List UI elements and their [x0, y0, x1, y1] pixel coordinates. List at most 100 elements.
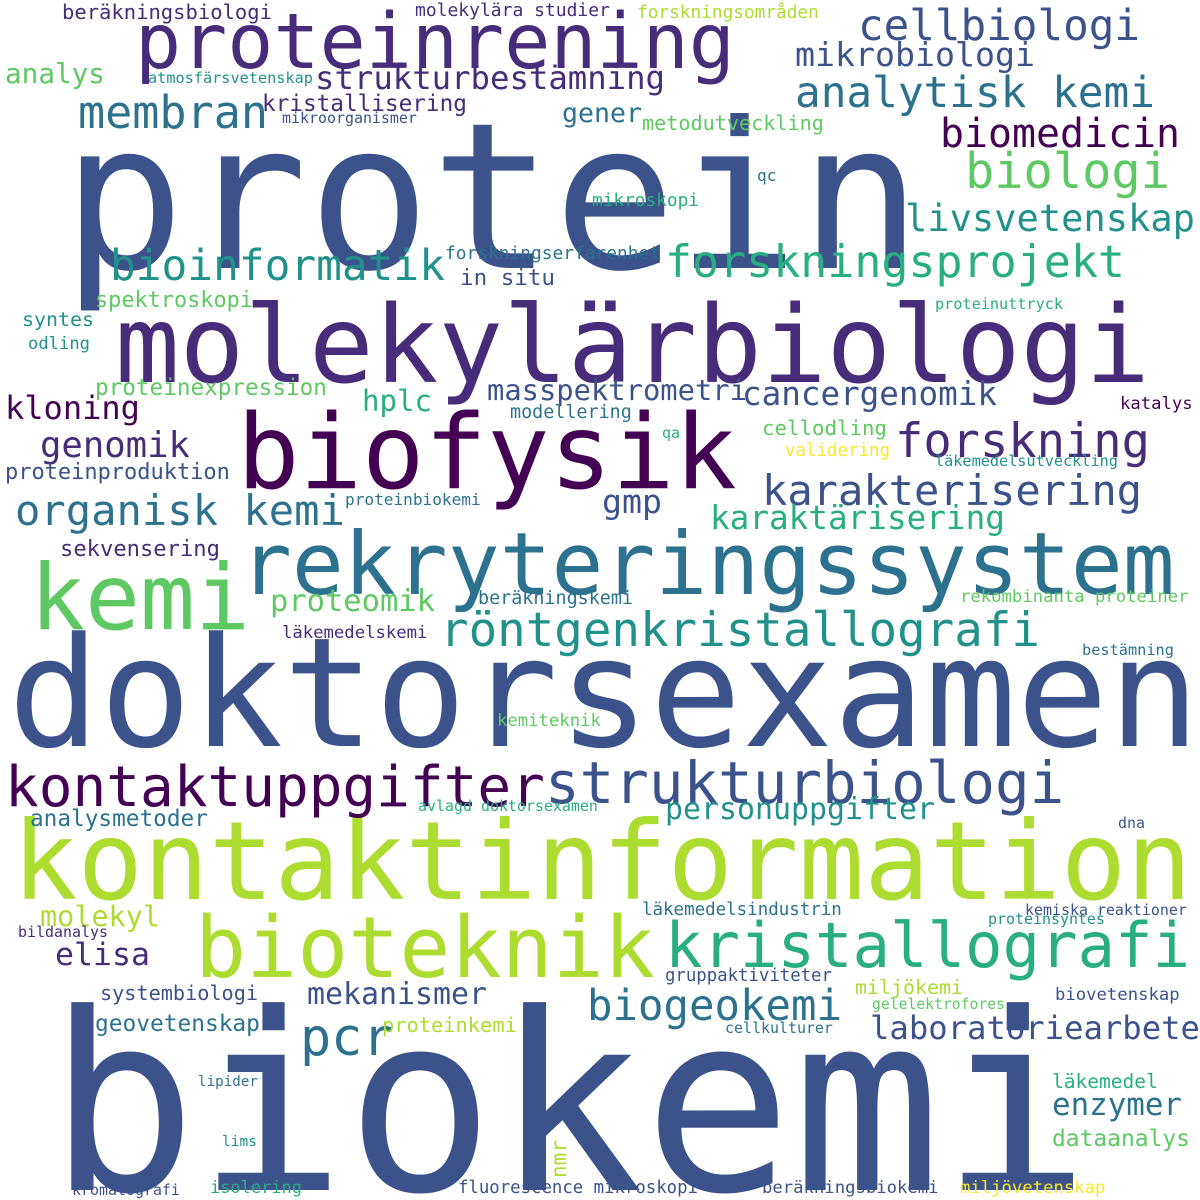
- word-kemi: kemi: [30, 544, 250, 651]
- word-cellbiologi: cellbiologi: [858, 1, 1140, 51]
- word-masspektrometri: masspektrometri: [487, 373, 747, 407]
- word-analys: analys: [5, 57, 105, 90]
- word-bioteknik: bioteknik: [195, 899, 655, 998]
- word-enzymer: enzymer: [1052, 1087, 1182, 1123]
- word-nmr: nmr: [546, 1140, 571, 1178]
- word-biogeokemi: biogeokemi: [587, 981, 842, 1030]
- word-molekyl: molekyl: [40, 900, 160, 933]
- word-qc: qc: [757, 166, 777, 185]
- word-lakemedelskemi: läkemedelskemi: [282, 623, 428, 643]
- word-fluorescence-mikroskopi: fluorescence mikroskopi: [458, 1178, 698, 1198]
- word-systembiologi: systembiologi: [100, 981, 259, 1005]
- word-odling: odling: [28, 334, 90, 354]
- word-forskningsprojekt: forskningsprojekt: [665, 235, 1125, 288]
- word-rekombinanta-proteiner: rekombinanta proteiner: [960, 587, 1189, 607]
- word-bildanalys: bildanalys: [18, 923, 108, 941]
- word-kromatografi: kromatografi: [72, 1181, 180, 1199]
- word-karakterisering: karakterisering: [762, 466, 1142, 515]
- word-miljovetenskap: miljövetenskap: [960, 1178, 1106, 1198]
- word-berakningsbiokemi: beräkningsbiokemi: [762, 1178, 939, 1198]
- word-strukturbestamning: strukturbestämning: [315, 59, 665, 97]
- word-cellodling: cellodling: [762, 416, 887, 440]
- word-syntes: syntes: [22, 308, 94, 331]
- word-metodutveckling: metodutveckling: [642, 111, 824, 135]
- word-biologi: biologi: [965, 144, 1170, 200]
- word-forskning: forskning: [895, 414, 1150, 469]
- word-gelelektrofores: gelelektrofores: [872, 996, 1005, 1013]
- word-proteinkemi: proteinkemi: [382, 1013, 517, 1037]
- word-proteinsyntes: proteinsyntes: [988, 910, 1105, 928]
- word-lipider: lipider: [198, 1074, 258, 1090]
- word-strukturbiologi: strukturbiologi: [545, 750, 1065, 817]
- word-cellkulturer: cellkulturer: [725, 1019, 833, 1037]
- word-bestamning: bestämning: [1082, 641, 1174, 659]
- word-in-situ: in situ: [460, 265, 555, 291]
- word-avlagd-doktorsexamen: avlagd doktorsexamen: [418, 797, 598, 815]
- word-gener: gener: [562, 98, 643, 129]
- word-doktorsexamen: doktorsexamen: [8, 605, 1200, 782]
- word-genomik: genomik: [40, 425, 190, 466]
- word-biomedicin: biomedicin: [940, 111, 1180, 157]
- word-kontaktinformation: kontaktinformation: [12, 798, 1192, 925]
- word-proteinexpression: proteinexpression: [95, 375, 327, 401]
- word-pcr: pcr: [300, 1008, 394, 1068]
- word-miljokemi: miljökemi: [855, 976, 963, 999]
- word-proteinproduktion: proteinproduktion: [5, 460, 230, 485]
- word-mikroskopi: mikroskopi: [592, 191, 699, 211]
- word-isolering: isolering: [210, 1178, 302, 1198]
- word-modellering: modellering: [510, 402, 632, 423]
- word-kontaktuppgifter: kontaktuppgifter: [5, 755, 545, 820]
- word-geovetenskap: geovetenskap: [95, 1011, 260, 1037]
- word-mekanismer: mekanismer: [307, 977, 487, 1012]
- word-kemiteknik: kemiteknik: [497, 711, 601, 731]
- word-berakningsbiologi: beräkningsbiologi: [62, 0, 272, 24]
- word-kemiska-reaktioner: kemiska reaktioner: [1025, 901, 1187, 919]
- word-laboratoriearbete: laboratoriearbete: [870, 1009, 1200, 1047]
- word-analysmetoder: analysmetoder: [30, 806, 208, 832]
- word-proteinrening: proteinrening: [135, 0, 735, 87]
- word-berakningskemi: beräkningskemi: [478, 588, 634, 609]
- word-biovetenskap: biovetenskap: [1055, 985, 1180, 1005]
- word-gruppaktiviteter: gruppaktiviteter: [665, 966, 832, 986]
- word-kristallisering: kristallisering: [262, 91, 467, 117]
- word-kristallografi: kristallografi: [665, 909, 1190, 982]
- word-lakemedelsutveckling: läkemedelsutveckling: [935, 452, 1118, 470]
- word-livsvetenskap: livsvetenskap: [905, 197, 1195, 240]
- word-kloning: kloning: [5, 389, 140, 427]
- word-molekylarbiologi: molekylärbiologi: [115, 283, 1150, 408]
- word-elisa: elisa: [55, 937, 150, 973]
- word-biokemi: biokemi: [48, 961, 1090, 1200]
- word-rontgenkristallografi: röntgenkristallografi: [440, 603, 1040, 658]
- word-mikrobiologi: mikrobiologi: [795, 35, 1035, 74]
- word-analytisk-kemi: analytisk kemi: [795, 68, 1155, 118]
- word-lakemedelsindustrin: läkemedelsindustrin: [642, 900, 842, 920]
- word-molekylara-studier: molekylära studier: [415, 0, 610, 21]
- word-organisk-kemi: organisk kemi: [15, 486, 345, 535]
- word-forskningsomraden: forskningsområden: [637, 2, 819, 23]
- word-membran: membran: [78, 86, 268, 139]
- word-mikroorganismer: mikroorganismer: [282, 109, 417, 127]
- word-proteinuttryck: proteinuttryck: [935, 295, 1064, 313]
- word-cancergenomik: cancergenomik: [742, 375, 997, 413]
- word-proteomik: proteomik: [270, 584, 435, 619]
- word-qa: qa: [662, 424, 680, 442]
- word-proteinbiokemi: proteinbiokemi: [345, 490, 481, 509]
- word-karaktarisering: karaktärisering: [710, 499, 1005, 537]
- word-sekvensering: sekvensering: [60, 536, 220, 562]
- word-dataanalys: dataanalys: [1052, 1126, 1190, 1152]
- word-biofysik: biofysik: [237, 393, 737, 513]
- word-lims: lims: [222, 1134, 257, 1150]
- word-lakemedel: läkemedel: [1052, 1070, 1158, 1093]
- word-dna: dna: [1118, 814, 1145, 832]
- word-validering: validering: [785, 441, 890, 461]
- word-spektroskopi: spektroskopi: [95, 288, 253, 313]
- word-atmosfarsvetenskap: atmosfärsvetenskap: [148, 69, 313, 87]
- word-gmp: gmp: [602, 482, 662, 521]
- word-protein: protein: [62, 80, 922, 317]
- word-bioinformatik: bioinformatik: [110, 241, 445, 291]
- word-katalys: katalys: [1120, 394, 1193, 414]
- word-hplc: hplc: [362, 384, 432, 418]
- word-forskningserfarenhet: forskningserfarenhet: [445, 243, 661, 264]
- word-rekryteringssystem: rekryteringssystem: [240, 515, 1175, 615]
